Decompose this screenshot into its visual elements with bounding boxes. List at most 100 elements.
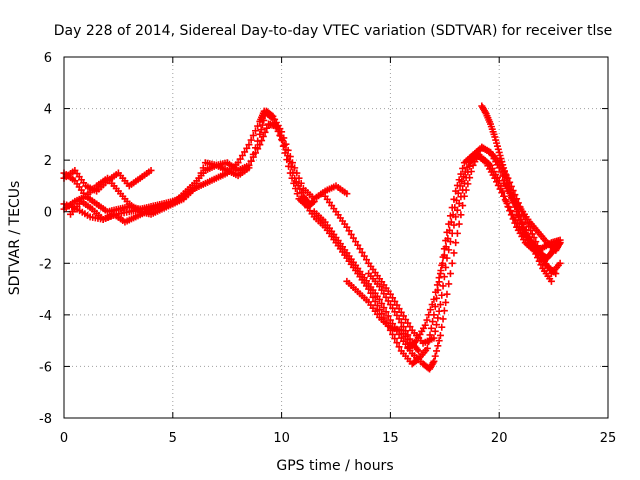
data-point-marker <box>261 112 269 120</box>
data-point-marker <box>436 301 444 309</box>
data-point-marker <box>147 166 155 174</box>
data-point-marker <box>459 164 467 172</box>
data-point-marker <box>435 274 443 282</box>
data-point-marker <box>402 315 410 323</box>
data-point-marker <box>275 127 283 135</box>
data-point-marker <box>442 263 450 271</box>
data-point-marker <box>354 241 362 249</box>
data-point-marker <box>469 161 477 169</box>
data-point-marker <box>257 126 265 134</box>
data-point-marker <box>399 312 407 320</box>
x-tick-label: 10 <box>273 431 290 446</box>
series-track-13 <box>500 179 564 254</box>
chart-title: Day 228 of 2014, Sidereal Day-to-day VTE… <box>54 23 613 39</box>
data-point-marker <box>450 249 458 257</box>
data-point-marker <box>429 318 437 326</box>
data-point-marker <box>552 270 560 278</box>
data-point-marker <box>556 239 564 247</box>
data-point-marker <box>393 301 401 309</box>
data-point-marker <box>298 189 306 197</box>
data-point-marker <box>445 280 453 288</box>
data-point-marker <box>423 316 431 324</box>
data-point-marker <box>456 182 464 190</box>
data-point-marker <box>434 314 442 322</box>
data-point-marker <box>289 169 297 177</box>
data-point-marker <box>452 239 460 247</box>
data-point-marker <box>258 137 266 145</box>
series-track-6 <box>299 151 564 368</box>
data-point-marker <box>345 227 353 235</box>
x-tick-label: 15 <box>382 431 399 446</box>
data-point-marker <box>421 321 429 329</box>
data-point-marker <box>277 132 285 140</box>
data-point-marker <box>393 311 401 319</box>
data-point-marker <box>399 323 407 331</box>
data-point-marker <box>251 149 259 157</box>
data-point-marker <box>498 189 506 197</box>
data-point-marker <box>458 177 466 185</box>
data-point-marker <box>282 146 290 154</box>
data-point-marker <box>294 181 302 189</box>
y-tick-label: 0 <box>44 206 52 221</box>
data-point-marker <box>389 304 397 312</box>
data-point-marker <box>395 343 403 351</box>
x-axis-label: GPS time / hours <box>276 458 393 474</box>
data-point-marker <box>154 203 162 211</box>
x-tick-label: 25 <box>600 431 617 446</box>
data-point-marker <box>243 144 251 152</box>
data-point-marker <box>268 111 276 119</box>
data-point-marker <box>500 192 508 200</box>
data-point-marker <box>435 337 443 345</box>
data-point-marker <box>404 319 412 327</box>
data-point-marker <box>292 178 300 186</box>
data-point-marker <box>527 226 535 234</box>
data-point-marker <box>395 315 403 323</box>
data-point-marker <box>391 308 399 316</box>
data-point-marker <box>247 157 255 165</box>
y-tick-label: -6 <box>39 360 52 375</box>
data-point-marker <box>384 312 392 320</box>
data-point-marker <box>430 334 438 342</box>
data-point-marker <box>438 323 446 331</box>
data-point-marker <box>433 281 441 289</box>
data-point-marker <box>349 234 357 242</box>
data-point-marker <box>434 342 442 350</box>
data-point-marker <box>457 193 465 201</box>
data-point-marker <box>455 220 463 228</box>
data-point-marker <box>440 273 448 281</box>
data-point-marker <box>406 335 414 343</box>
series-track-8 <box>321 143 555 347</box>
data-point-marker <box>371 297 379 305</box>
data-point-marker <box>378 286 386 294</box>
data-point-marker <box>263 124 271 132</box>
data-point-marker <box>503 199 511 207</box>
data-point-marker <box>382 293 390 301</box>
data-point-marker <box>433 347 441 355</box>
data-point-marker <box>278 137 286 145</box>
data-point-marker <box>430 295 438 303</box>
data-point-marker <box>397 308 405 316</box>
data-point-marker <box>251 127 259 135</box>
y-tick-label: 4 <box>44 103 52 118</box>
data-point-marker <box>249 153 257 161</box>
data-point-marker <box>443 290 451 298</box>
data-point-marker <box>356 245 364 253</box>
data-point-marker <box>442 243 450 251</box>
data-point-marker <box>382 308 390 316</box>
y-axis-label: SDTVAR / TECUs <box>7 181 23 296</box>
data-point-marker <box>254 122 262 130</box>
data-point-marker <box>438 291 446 299</box>
data-point-marker <box>391 335 399 343</box>
data-point-marker <box>530 234 538 241</box>
y-tick-label: 6 <box>44 51 52 66</box>
data-point-marker <box>547 277 555 285</box>
data-point-marker <box>347 230 355 238</box>
data-point-marker <box>439 315 447 323</box>
data-point-marker <box>427 324 435 332</box>
data-point-marker <box>285 157 293 165</box>
ticks: 0 5 10 15 20 25 -8 -6 -4 -2 0 2 4 6 <box>39 51 616 446</box>
data-point-marker <box>437 267 445 275</box>
data-point-marker <box>234 159 242 167</box>
data-point-marker <box>245 141 253 149</box>
